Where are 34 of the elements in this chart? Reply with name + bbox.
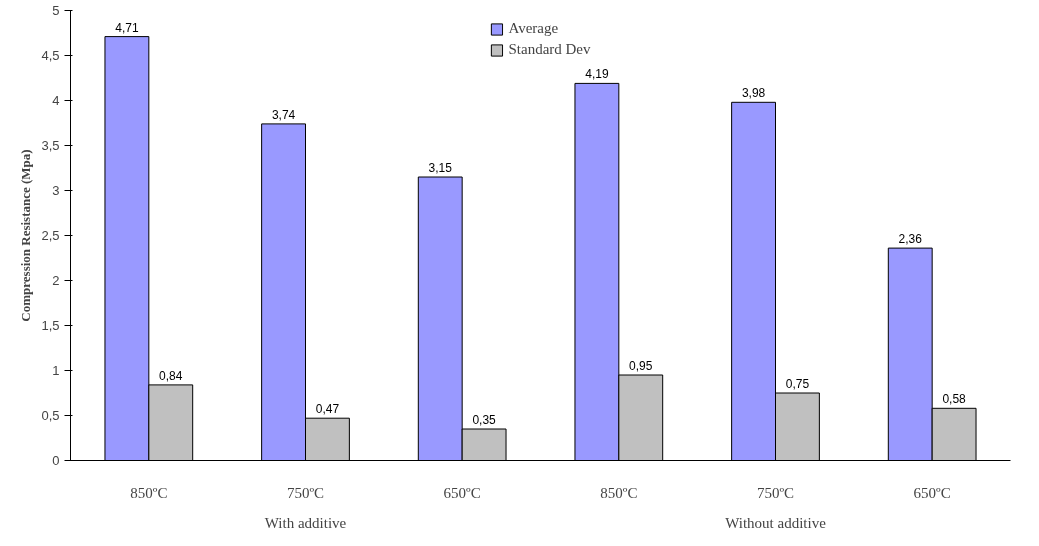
x-tick-label: 650ºC [443, 484, 481, 501]
x-tick-label: 850ºC [130, 484, 168, 501]
y-tick-label: 1,5 [41, 318, 60, 333]
x-tick-label: 650ºC [913, 484, 951, 501]
data-label: 0,58 [942, 392, 967, 407]
data-label: 2,36 [898, 232, 923, 247]
data-label: 0,35 [472, 413, 497, 427]
y-tick-label: 0 [52, 453, 60, 468]
text: Without additive [725, 514, 827, 531]
y-tick-label: 3 [52, 183, 60, 198]
x-tick-label: 850ºC [600, 484, 638, 501]
text: With additive [264, 514, 347, 531]
y-tick-label: 5 [52, 3, 60, 18]
data-label: 0,95 [629, 359, 653, 373]
data-label: 3,74 [271, 107, 296, 122]
data-label: 3,15 [428, 161, 453, 175]
y-tick-label: 2 [52, 273, 60, 288]
y-tick-label: 1 [52, 363, 60, 378]
data-label: 0,47 [315, 402, 340, 417]
legend-label: Average [508, 20, 559, 37]
x-tick-label: 750ºC [756, 484, 795, 501]
data-label: 0,84 [159, 368, 183, 383]
legend-label: Standard Dev [508, 41, 591, 58]
data-label: 0,75 [785, 377, 810, 391]
data-label: 4,19 [585, 67, 609, 82]
y-tick-label: 3,5 [41, 138, 60, 153]
data-label: 3,98 [741, 86, 766, 101]
y-tick-label: 0,5 [41, 408, 60, 423]
y-axis-title: Compression Resistance (Mpa) [18, 149, 34, 322]
x-tick-label: 750ºC [286, 484, 325, 501]
y-tick-label: 4 [52, 93, 60, 108]
data-label: 4,71 [115, 20, 139, 35]
y-tick-label: 4,5 [41, 48, 60, 63]
y-tick-label: 2,5 [41, 228, 60, 243]
